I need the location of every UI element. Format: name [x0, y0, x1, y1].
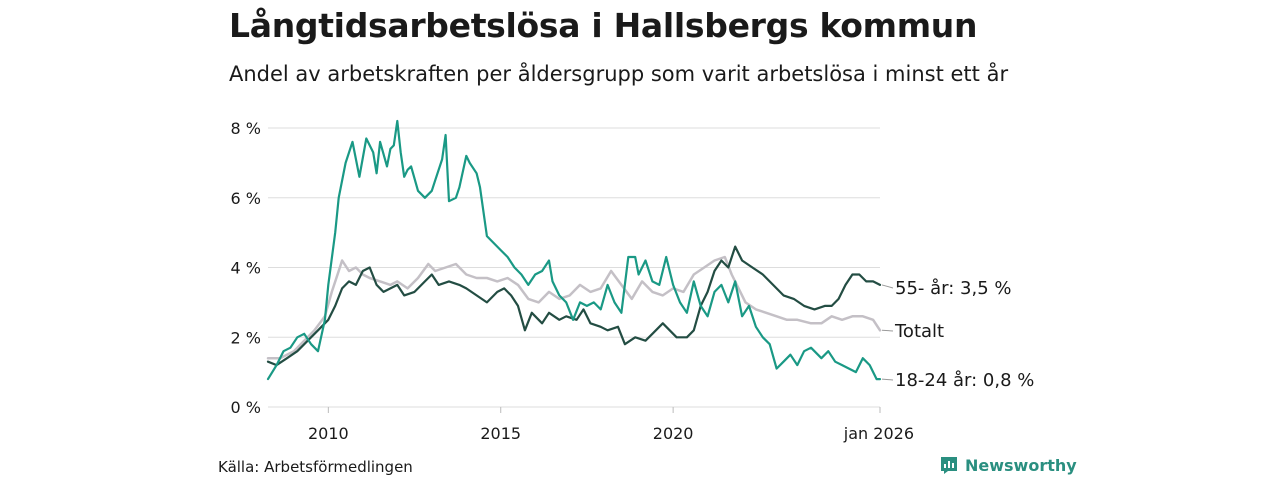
y-axis: 0 % 2 % 4 % 6 % 8 %: [231, 119, 261, 417]
y-tick-label: 8 %: [231, 119, 261, 138]
x-tick-label: jan 2026: [843, 424, 914, 443]
brand-name: Newsworthy: [965, 455, 1077, 475]
newsworthy-logo-icon: [941, 457, 957, 474]
line-chart: 0 % 2 % 4 % 6 % 8 % 2010 2015 2020 jan 2026 Tot…: [231, 119, 1035, 443]
chart-subtitle: Andel av arbetskraften per åldersgrupp s…: [229, 62, 1009, 86]
series-end-label: 55- år: 3,5 %: [895, 278, 1011, 299]
series-end-label: Totalt: [894, 321, 944, 342]
x-tick-label: 2020: [653, 424, 694, 443]
label-connector: [881, 284, 894, 289]
series-line-totalt: [266, 255, 882, 360]
series-end-label: 18-24 år: 0,8 %: [895, 370, 1034, 391]
x-axis: 2010 2015 2020 jan 2026: [308, 407, 914, 443]
brand-logo: Newsworthy: [939, 455, 1077, 475]
y-tick-label: 6 %: [231, 189, 261, 208]
y-tick-label: 0 %: [231, 398, 261, 417]
source-note: Källa: Arbetsförmedlingen: [218, 458, 413, 476]
x-tick-label: 2010: [308, 424, 349, 443]
series-line-55-r: [266, 245, 882, 367]
series-labels: Totalt 55- år: 3,5 % 18-24 år: 0,8 %: [881, 278, 1034, 391]
label-connector: [881, 329, 894, 332]
series-lines: [266, 119, 882, 381]
y-tick-label: 2 %: [231, 328, 261, 347]
x-tick-label: 2015: [480, 424, 521, 443]
label-connector: [881, 378, 894, 381]
chart-title: Långtidsarbetslösa i Hallsbergs kommun: [229, 6, 978, 45]
y-tick-label: 4 %: [231, 259, 261, 278]
grid: [268, 127, 880, 408]
series-line-18-24-r: [266, 119, 882, 381]
